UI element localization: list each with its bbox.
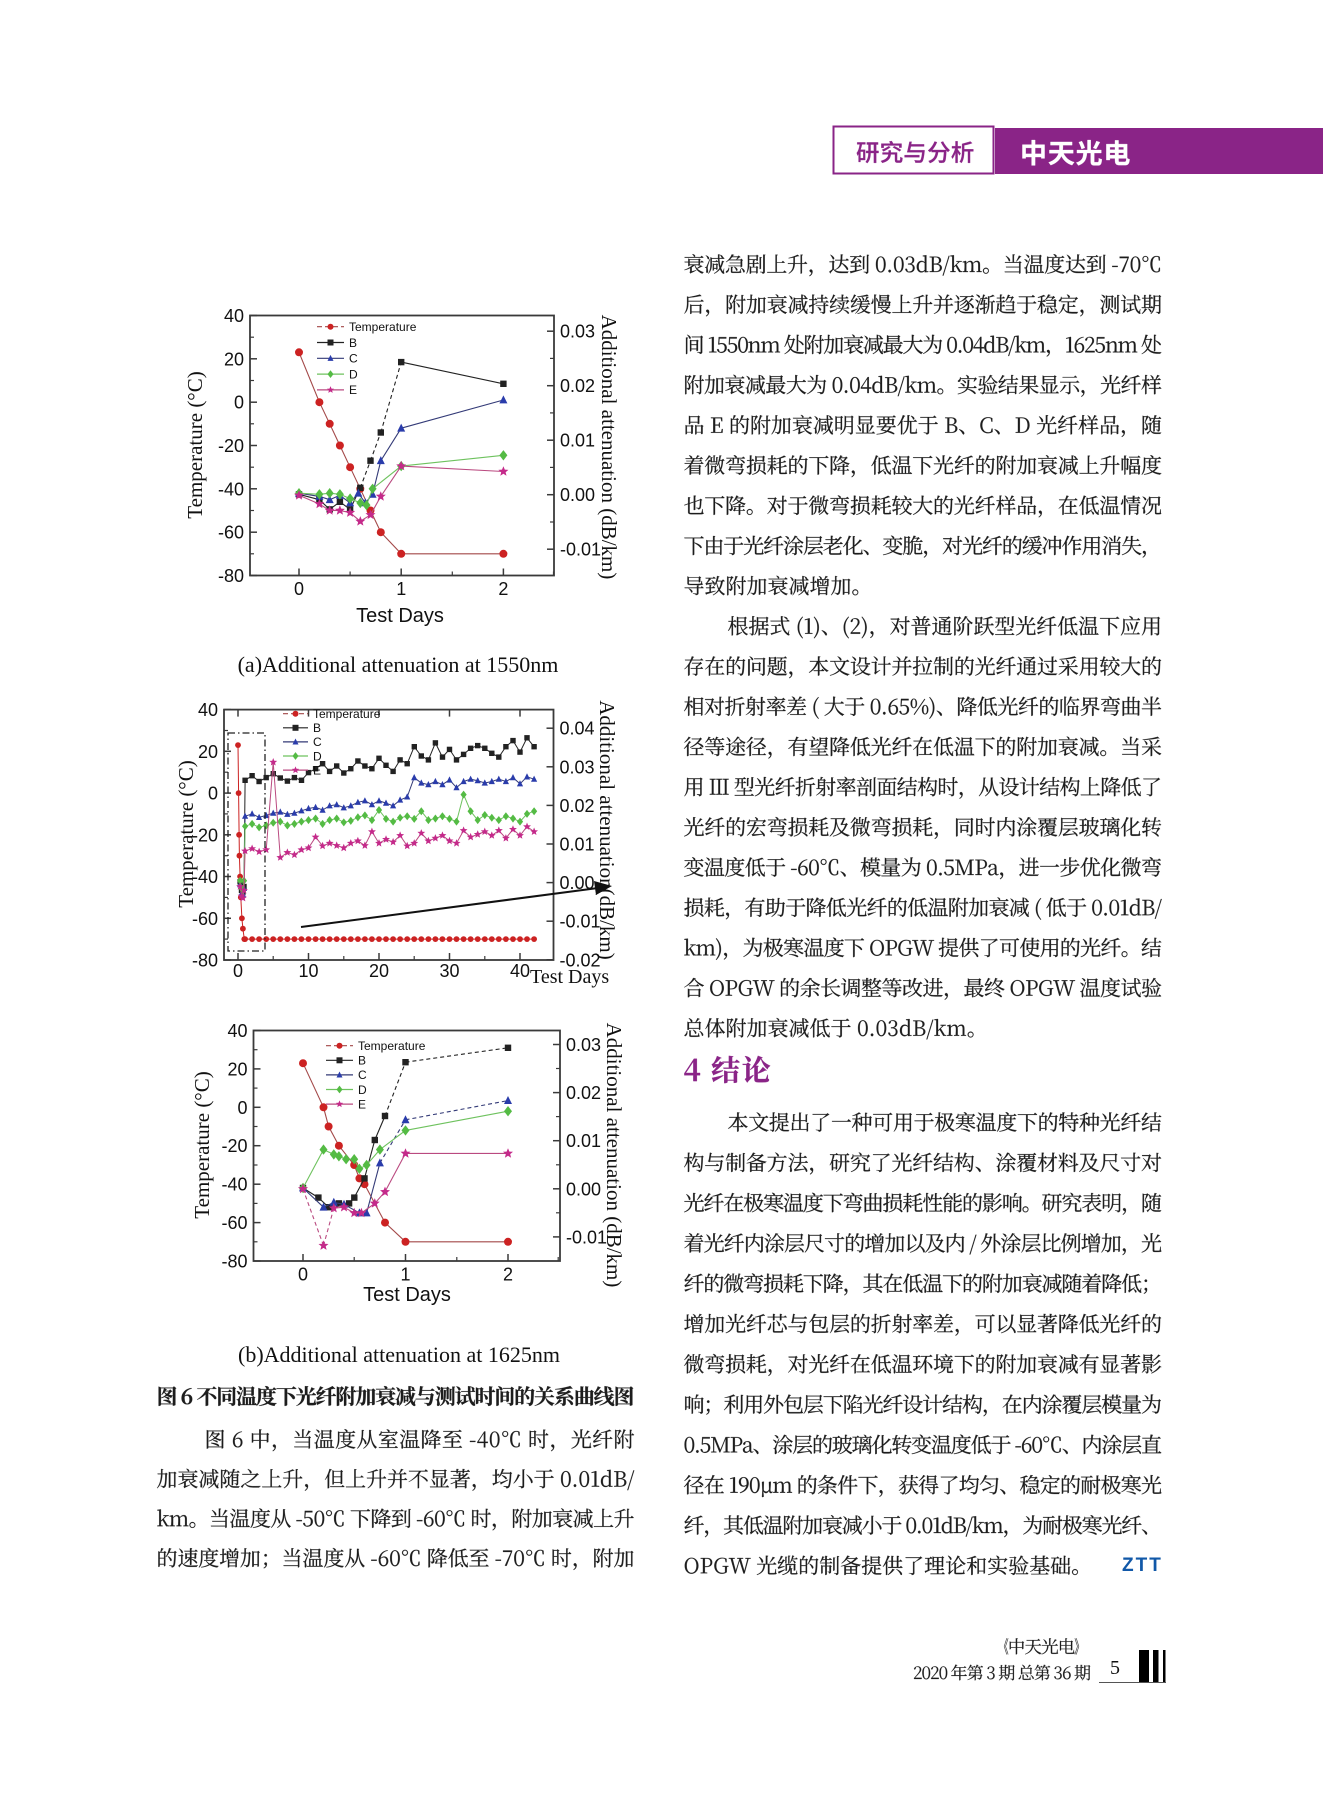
svg-text:0.01: 0.01 xyxy=(560,431,595,451)
svg-text:B: B xyxy=(358,1054,366,1068)
svg-text:B: B xyxy=(349,336,357,350)
svg-text:-20: -20 xyxy=(218,436,244,456)
svg-text:-80: -80 xyxy=(218,566,244,586)
svg-text:-60: -60 xyxy=(221,1213,247,1233)
svg-text:20: 20 xyxy=(224,349,244,369)
svg-text:C: C xyxy=(358,1068,367,1082)
svg-text:-0.01: -0.01 xyxy=(566,1227,607,1247)
svg-text:0: 0 xyxy=(237,1098,247,1118)
svg-text:C: C xyxy=(313,735,322,749)
svg-text:40: 40 xyxy=(224,306,244,326)
svg-text:Test Days: Test Days xyxy=(356,605,444,627)
svg-text:-0.02: -0.02 xyxy=(560,950,601,970)
svg-text:Temperature: Temperature xyxy=(349,320,417,334)
svg-text:0.03: 0.03 xyxy=(560,322,595,342)
svg-text:Additional attenuation(dB/km): Additional attenuation(dB/km) xyxy=(595,700,619,960)
svg-text:0.01: 0.01 xyxy=(566,1131,601,1151)
svg-text:0: 0 xyxy=(298,1265,308,1285)
svg-text:-40: -40 xyxy=(218,479,244,499)
svg-text:Temperature (°C): Temperature (°C) xyxy=(190,1071,214,1218)
svg-text:0.01: 0.01 xyxy=(560,835,595,855)
svg-text:D: D xyxy=(313,749,322,763)
svg-text:D: D xyxy=(358,1083,367,1097)
svg-text:10: 10 xyxy=(298,961,318,981)
svg-text:0.00: 0.00 xyxy=(560,873,595,893)
svg-text:0: 0 xyxy=(234,393,244,413)
svg-text:E: E xyxy=(349,383,357,397)
svg-text:20: 20 xyxy=(227,1059,247,1079)
svg-text:Temperature: Temperature xyxy=(358,1039,426,1053)
svg-text:-20: -20 xyxy=(192,825,218,845)
svg-text:1: 1 xyxy=(400,1265,410,1285)
svg-text:ZTT: ZTT xyxy=(1122,1555,1163,1576)
svg-text:Temperature (°C): Temperature (°C) xyxy=(183,371,207,518)
svg-text:0: 0 xyxy=(294,579,304,599)
svg-text:E: E xyxy=(358,1097,366,1111)
svg-text:40: 40 xyxy=(510,961,530,981)
svg-text:Temperature: Temperature xyxy=(313,707,381,721)
svg-text:E: E xyxy=(313,763,321,777)
svg-text:1: 1 xyxy=(396,579,406,599)
svg-text:0.03: 0.03 xyxy=(560,757,595,777)
svg-text:-60: -60 xyxy=(218,523,244,543)
svg-text:2: 2 xyxy=(498,579,508,599)
svg-text:-80: -80 xyxy=(221,1252,247,1272)
svg-text:-60: -60 xyxy=(192,909,218,929)
svg-text:B: B xyxy=(313,721,321,735)
svg-text:(a)Additional attenuation at 1: (a)Additional attenuation at 1550nm xyxy=(238,652,559,677)
svg-text:-0.01: -0.01 xyxy=(560,540,601,560)
svg-text:0: 0 xyxy=(233,961,243,981)
svg-text:Additional attenuation (dB/km: Additional attenuation (dB/km) xyxy=(602,1023,626,1288)
svg-text:-20: -20 xyxy=(221,1136,247,1156)
svg-text:-80: -80 xyxy=(192,951,218,971)
svg-text:Test Days: Test Days xyxy=(530,966,609,988)
svg-text:0.00: 0.00 xyxy=(566,1179,601,1199)
svg-text:-0.01: -0.01 xyxy=(560,912,601,932)
svg-text:-40: -40 xyxy=(221,1175,247,1195)
svg-text:Test Days: Test Days xyxy=(363,1284,451,1306)
svg-text:0.02: 0.02 xyxy=(560,796,595,816)
svg-text:30: 30 xyxy=(439,961,459,981)
svg-text:0.03: 0.03 xyxy=(566,1035,601,1055)
svg-text:0.04: 0.04 xyxy=(560,719,595,739)
svg-text:Additional attenuation (dB/km: Additional attenuation (dB/km) xyxy=(597,315,621,580)
svg-text:C: C xyxy=(349,352,358,366)
svg-text:40: 40 xyxy=(227,1021,247,1041)
svg-text:5: 5 xyxy=(1110,1657,1120,1679)
svg-text:(b)Additional attenuation at 1: (b)Additional attenuation at 1625nm xyxy=(238,1342,560,1367)
svg-text:40: 40 xyxy=(198,700,218,720)
svg-text:0.02: 0.02 xyxy=(566,1083,601,1103)
svg-text:0: 0 xyxy=(208,784,218,804)
svg-text:0.02: 0.02 xyxy=(560,376,595,396)
svg-text:D: D xyxy=(349,367,358,381)
svg-text:-40: -40 xyxy=(192,867,218,887)
svg-text:20: 20 xyxy=(198,742,218,762)
svg-text:Temperature (°C): Temperature (°C) xyxy=(174,760,198,907)
svg-text:2: 2 xyxy=(503,1265,513,1285)
svg-text:0.00: 0.00 xyxy=(560,485,595,505)
svg-text:20: 20 xyxy=(369,961,389,981)
